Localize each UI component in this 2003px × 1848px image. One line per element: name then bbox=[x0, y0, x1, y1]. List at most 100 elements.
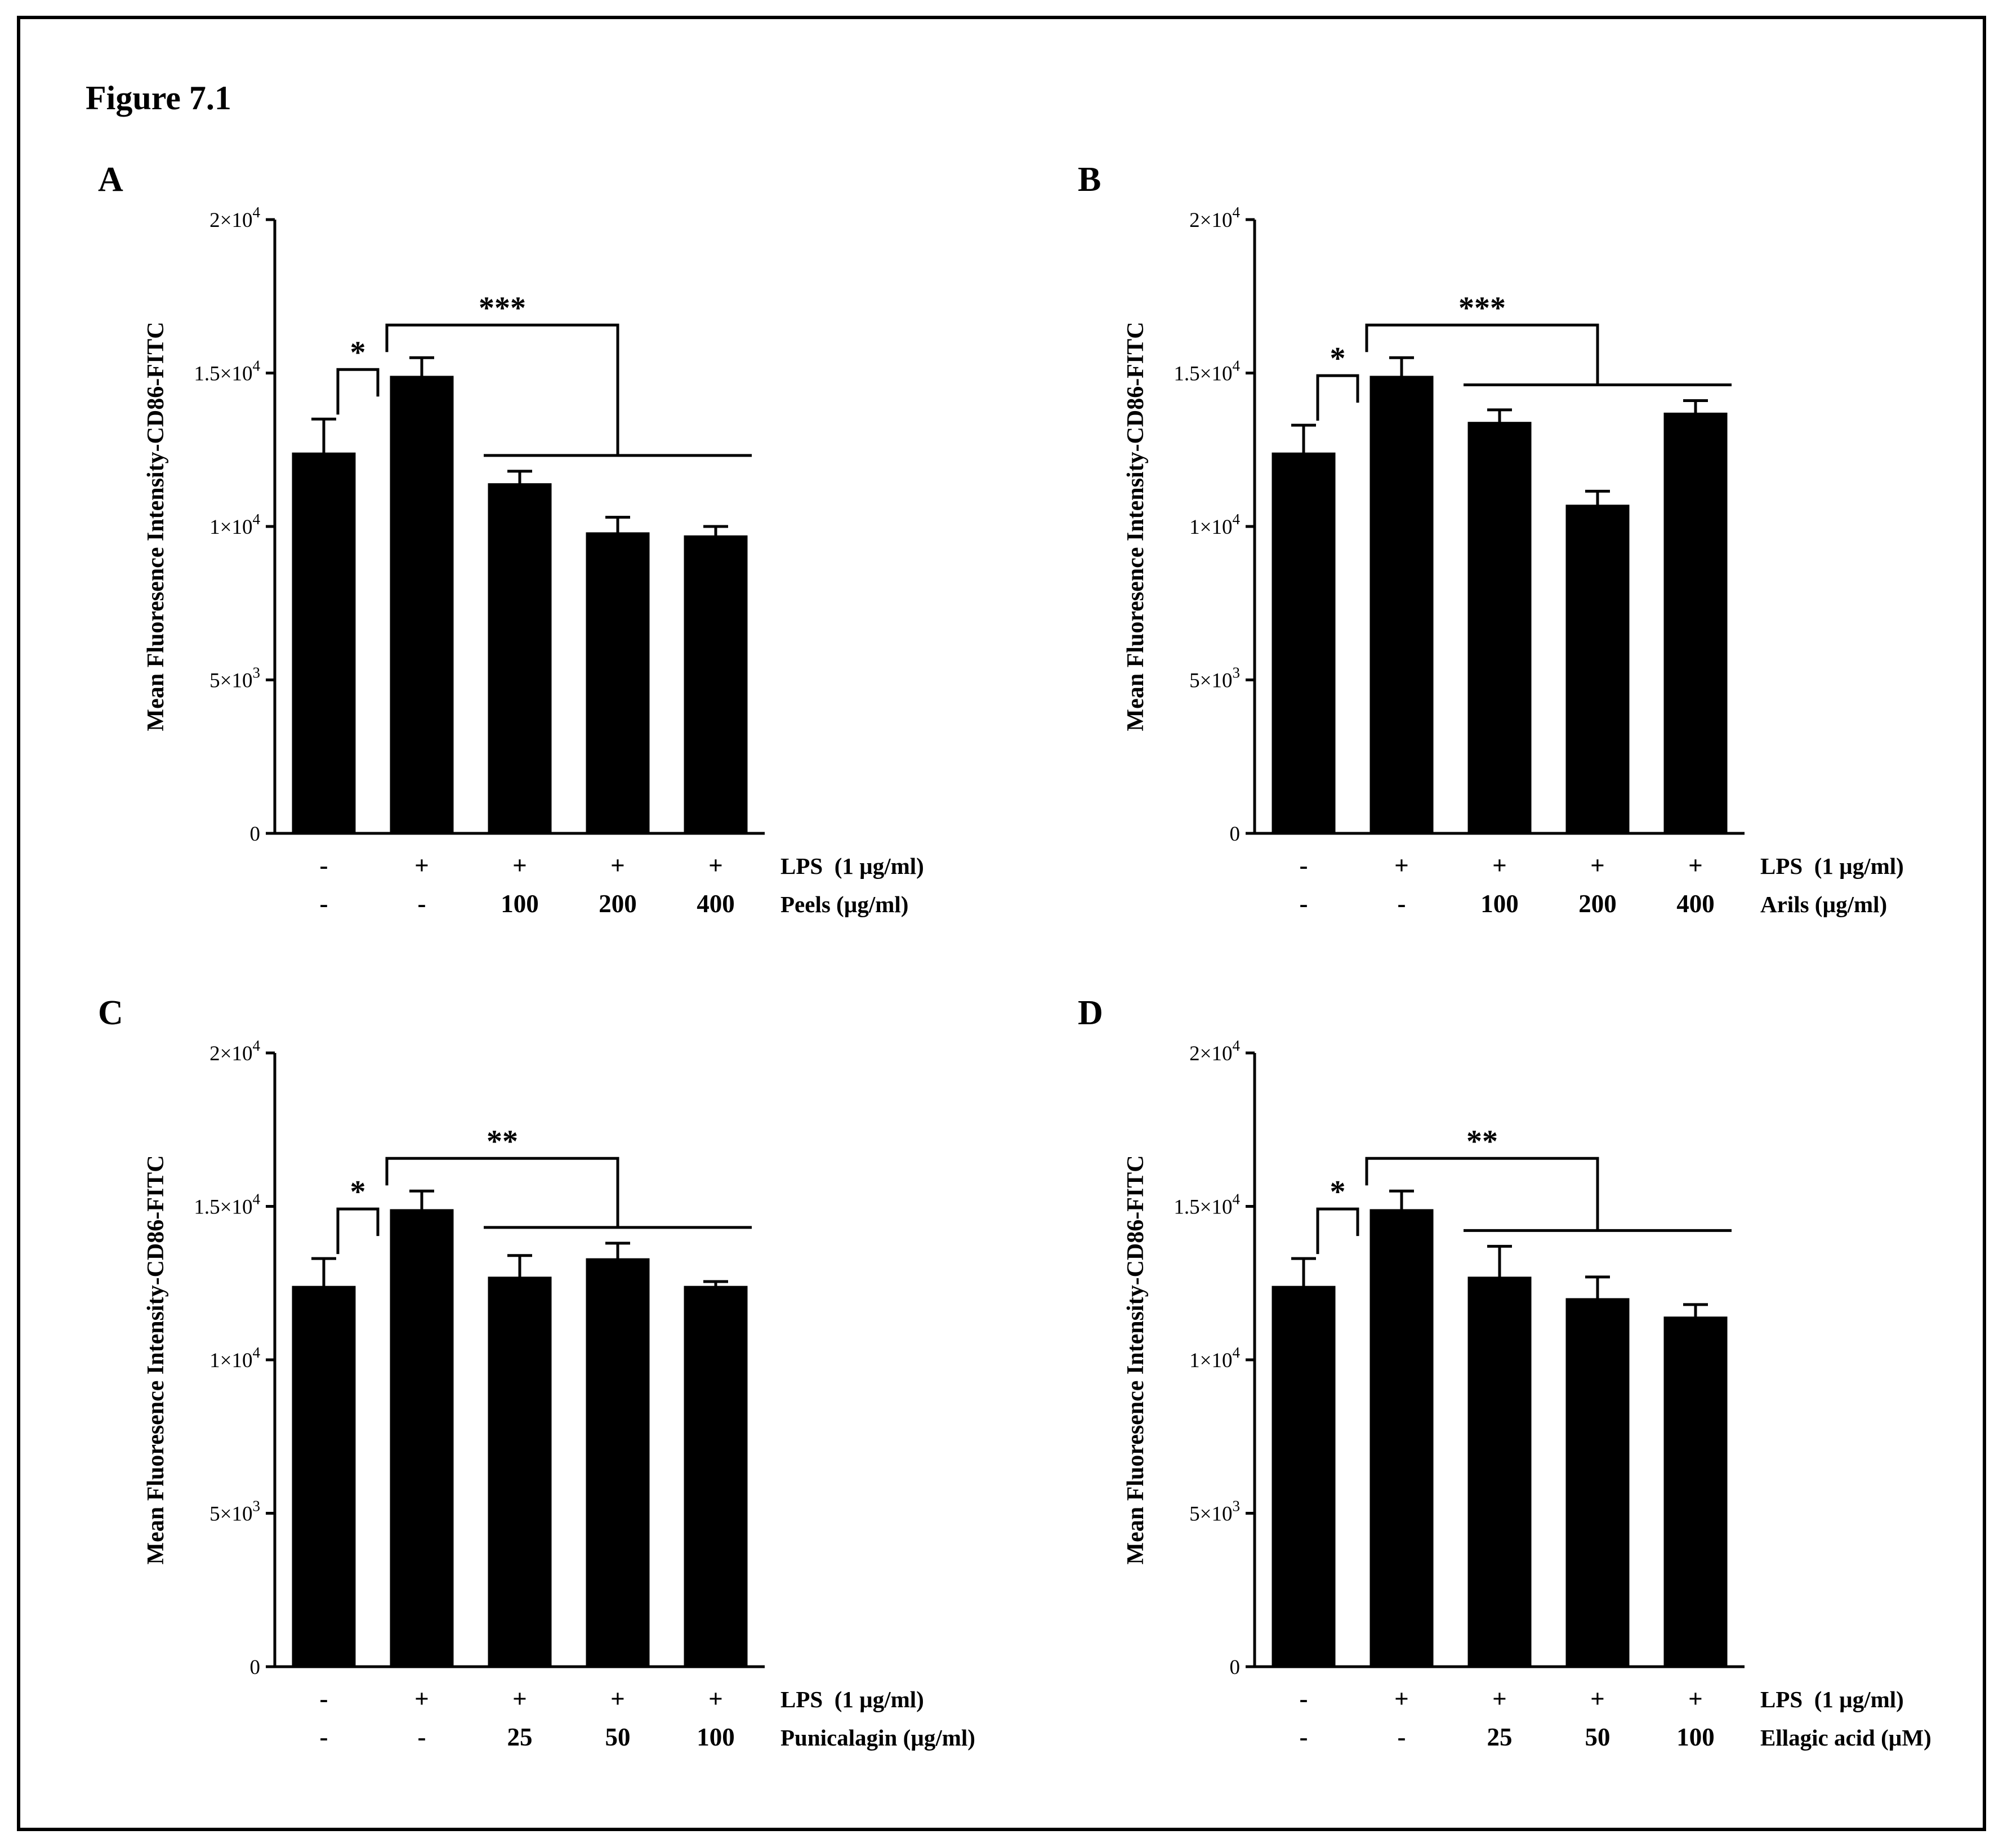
sig-label: ** bbox=[487, 1124, 518, 1159]
x-cell: 50 bbox=[1585, 1723, 1611, 1751]
y-tick-label: 1×104 bbox=[209, 511, 260, 539]
y-tick-label: 0 bbox=[250, 823, 261, 846]
sig-label: *** bbox=[479, 291, 526, 325]
bar bbox=[1565, 1298, 1630, 1667]
x-cell: + bbox=[1590, 851, 1605, 880]
x-cell: - bbox=[320, 1723, 328, 1751]
x-cell: 100 bbox=[697, 1723, 735, 1751]
bar bbox=[684, 535, 748, 834]
bar bbox=[390, 1209, 454, 1667]
x-row-label: LPS (1 µg/ml) bbox=[1760, 853, 1904, 879]
sig-bracket bbox=[1365, 323, 1599, 385]
x-cell: - bbox=[320, 851, 328, 880]
x-cell: 100 bbox=[1676, 1723, 1715, 1751]
bar bbox=[1467, 422, 1532, 834]
bar bbox=[1467, 1276, 1532, 1667]
x-cell: + bbox=[512, 1685, 527, 1713]
x-cell: + bbox=[708, 1685, 723, 1713]
x-cell: + bbox=[512, 851, 527, 880]
x-cell: + bbox=[414, 851, 429, 880]
x-row-label: Ellagic acid (µM) bbox=[1760, 1725, 1931, 1751]
sig-label: * bbox=[350, 1175, 366, 1209]
x-cell: 25 bbox=[507, 1723, 533, 1751]
y-tick-label: 5×103 bbox=[209, 1498, 260, 1526]
x-cell: + bbox=[1492, 851, 1507, 880]
bar bbox=[1565, 505, 1630, 834]
x-cell: 50 bbox=[605, 1723, 631, 1751]
sig-label: * bbox=[1330, 1175, 1346, 1209]
bar bbox=[1272, 452, 1336, 834]
chart-a: 0 5×103 1×104 1.5×104 2×104 Mean Fluoresence … bbox=[143, 204, 924, 918]
x-cell: 25 bbox=[1487, 1723, 1513, 1751]
y-tick-label: 1.5×104 bbox=[194, 1191, 260, 1219]
bar bbox=[292, 1285, 356, 1667]
sig-bracket bbox=[336, 1207, 380, 1255]
y-axis-title: Mean Fluoresence Intensity-CD86-FITC bbox=[143, 322, 169, 731]
x-cell: 200 bbox=[1578, 890, 1617, 918]
sig-label: *** bbox=[1458, 291, 1506, 325]
x-cell: 400 bbox=[1676, 890, 1715, 918]
y-axis-title: Mean Fluoresence Intensity-CD86-FITC bbox=[1123, 1155, 1149, 1564]
x-row-label: LPS (1 µg/ml) bbox=[780, 1686, 924, 1712]
sig-bracket bbox=[1316, 374, 1359, 421]
x-cell: - bbox=[1300, 851, 1308, 880]
y-axis-title: Mean Fluoresence Intensity-CD86-FITC bbox=[1123, 322, 1149, 731]
bar bbox=[586, 532, 650, 834]
y-tick-label: 2×104 bbox=[1189, 1037, 1240, 1065]
y-tick-label: 5×103 bbox=[1189, 1498, 1240, 1526]
x-row-label: LPS (1 µg/ml) bbox=[780, 853, 924, 879]
bar bbox=[684, 1285, 748, 1667]
x-cell: + bbox=[1688, 851, 1703, 880]
y-tick-label: 1×104 bbox=[1189, 1344, 1240, 1372]
panel-d-letter: D bbox=[1078, 994, 1103, 1032]
bar bbox=[390, 376, 454, 834]
y-tick-label: 5×103 bbox=[1189, 664, 1240, 693]
y-tick-label: 0 bbox=[1230, 1656, 1241, 1679]
bar bbox=[1663, 1316, 1728, 1667]
x-cell: + bbox=[414, 1685, 429, 1713]
bar bbox=[1663, 412, 1728, 834]
x-cell: + bbox=[1688, 1685, 1703, 1713]
y-tick-label: 1×104 bbox=[209, 1344, 260, 1372]
y-tick-label: 1.5×104 bbox=[1174, 1191, 1240, 1219]
x-row-label: Peels (µg/ml) bbox=[780, 891, 908, 917]
bar bbox=[488, 1276, 552, 1667]
x-row-label: LPS (1 µg/ml) bbox=[1760, 1686, 1904, 1712]
x-cell: 400 bbox=[697, 890, 735, 918]
x-cell: - bbox=[1398, 1723, 1406, 1751]
figure-title: Figure 7.1 bbox=[86, 79, 231, 117]
y-tick-label: 2×104 bbox=[209, 204, 260, 232]
x-cell: - bbox=[418, 890, 426, 918]
bar bbox=[1369, 376, 1434, 834]
sig-bracket bbox=[385, 323, 619, 456]
y-tick-label: 0 bbox=[250, 1656, 261, 1679]
bar bbox=[586, 1258, 650, 1667]
x-cell: 100 bbox=[1480, 890, 1519, 918]
sig-bracket bbox=[385, 1157, 619, 1227]
panel-a-letter: A bbox=[98, 160, 123, 199]
x-cell: + bbox=[1394, 1685, 1409, 1713]
sig-label: * bbox=[350, 335, 366, 370]
panel-d: D 0 5×103 1×104 1.5×104 2×104 Mean Fluoresenc… bbox=[1012, 991, 1970, 1824]
figure-border bbox=[17, 16, 1986, 1831]
bar bbox=[488, 483, 552, 834]
bar bbox=[1272, 1285, 1336, 1667]
bar bbox=[1369, 1209, 1434, 1667]
y-tick-label: 0 bbox=[1230, 823, 1241, 846]
panel-c: C 0 5×103 1×104 1.5×104 2×104 Mean Fluoresenc… bbox=[33, 991, 990, 1824]
sig-label: * bbox=[1330, 341, 1346, 376]
x-cell: 100 bbox=[501, 890, 539, 918]
x-cell: + bbox=[1394, 851, 1409, 880]
y-tick-label: 1.5×104 bbox=[1174, 358, 1240, 386]
panel-b-letter: B bbox=[1078, 160, 1101, 199]
bar bbox=[292, 452, 356, 834]
y-axis-title: Mean Fluoresence Intensity-CD86-FITC bbox=[143, 1155, 169, 1564]
x-cell: - bbox=[320, 890, 328, 918]
chart-b: 0 5×103 1×104 1.5×104 2×104 Mean Fluoresence … bbox=[1123, 204, 1904, 918]
sig-bracket bbox=[336, 368, 380, 415]
panel-a: A 0 5×103 1×104 1.5×104 2×104 Mean Fluoresenc… bbox=[33, 158, 990, 991]
x-cell: + bbox=[1590, 1685, 1605, 1713]
x-row-label: Punicalagin (µg/ml) bbox=[780, 1725, 975, 1751]
y-tick-label: 1×104 bbox=[1189, 511, 1240, 539]
x-cell: - bbox=[1300, 1723, 1308, 1751]
